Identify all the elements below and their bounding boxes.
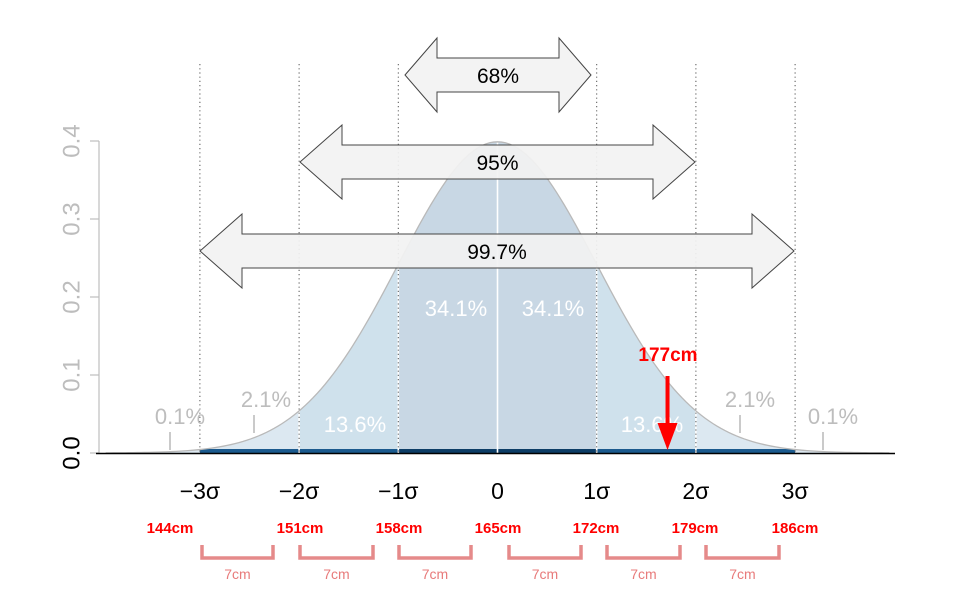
interval-label-2: 7cm (422, 566, 448, 582)
y-tick-label-0: 0.0 (59, 436, 86, 469)
y-tick-label-4: 0.4 (59, 124, 86, 157)
range-arrow-shape (299, 123, 696, 201)
interval-label-0: 7cm (224, 566, 250, 582)
height-label-2: 158cm (376, 520, 423, 537)
range-arrow-0: 68% (404, 36, 592, 114)
marker-label: 177cm (638, 345, 697, 366)
band-percentage-labels: 0.1%2.1%13.6%34.1% 34.1%13.6%2.1%0.1% (155, 296, 858, 450)
dotted-sigma-lines (199, 64, 796, 453)
range-arrow-shape (199, 212, 795, 290)
x-tick-label-1: −2σ (279, 478, 319, 504)
density-curve (105, 141, 890, 454)
interval-bracket-4 (605, 545, 682, 560)
height-label-5: 179cm (672, 520, 719, 537)
y-tick-label-3: 0.3 (59, 202, 86, 235)
interval-label-5: 7cm (729, 566, 755, 582)
range-arrow-label: 99.7% (467, 241, 527, 264)
height-label-4: 172cm (573, 520, 620, 537)
band-label-1: 2.1% (241, 387, 291, 412)
x-tick-label-0: −3σ (180, 478, 220, 504)
height-label-0: 144cm (147, 520, 194, 537)
band-label-0: 0.1% (155, 404, 205, 429)
curve-outline-layer (105, 141, 890, 454)
range-arrow-shape (404, 36, 592, 114)
interval-label-3: 7cm (532, 566, 558, 582)
band-label-3: 34.1% (425, 296, 487, 321)
interval-label-4: 7cm (630, 566, 656, 582)
band-label-6: 2.1% (725, 387, 775, 412)
marker-arrow-head (657, 423, 678, 450)
height-scale: 144cm 151cm 158cm 165cm 172cm 179cm 186cm 7cm 7c… (147, 520, 819, 582)
range-arrows: 68% 95% 99.7% (199, 36, 795, 290)
height-label-6: 186cm (772, 520, 819, 537)
range-arrow-label: 68% (477, 65, 519, 88)
y-tick-label-1: 0.1 (59, 358, 86, 391)
interval-bracket-1 (298, 545, 375, 560)
band-label-2: 13.6% (324, 412, 386, 437)
height-label-1: 151cm (277, 520, 324, 537)
band-label-4: 34.1% (522, 296, 584, 321)
x-tick-label-2: −1σ (378, 478, 418, 504)
axes: 0.0 0.1 0.2 0.3 0.4 −3σ −2σ −1σ 0 1σ 2σ 3σ (59, 124, 895, 504)
range-arrow-1: 95% (299, 123, 696, 201)
height-label-3: 165cm (475, 520, 522, 537)
interval-bracket-5 (704, 545, 781, 560)
x-tick-label-5: 2σ (682, 478, 709, 504)
band-label-7: 0.1% (808, 404, 858, 429)
x-tick-label-4: 1σ (583, 478, 610, 504)
interval-bracket-2 (397, 545, 473, 560)
range-arrow-label: 95% (476, 152, 518, 175)
height-marker: 177cm (638, 345, 698, 450)
interval-bracket-0 (200, 545, 275, 560)
range-arrow-2: 99.7% (199, 212, 795, 290)
x-tick-label-3: 0 (491, 478, 504, 504)
interval-bracket-3 (507, 545, 583, 560)
y-tick-label-2: 0.2 (59, 280, 86, 313)
interval-label-1: 7cm (323, 566, 349, 582)
x-tick-label-6: 3σ (782, 478, 809, 504)
